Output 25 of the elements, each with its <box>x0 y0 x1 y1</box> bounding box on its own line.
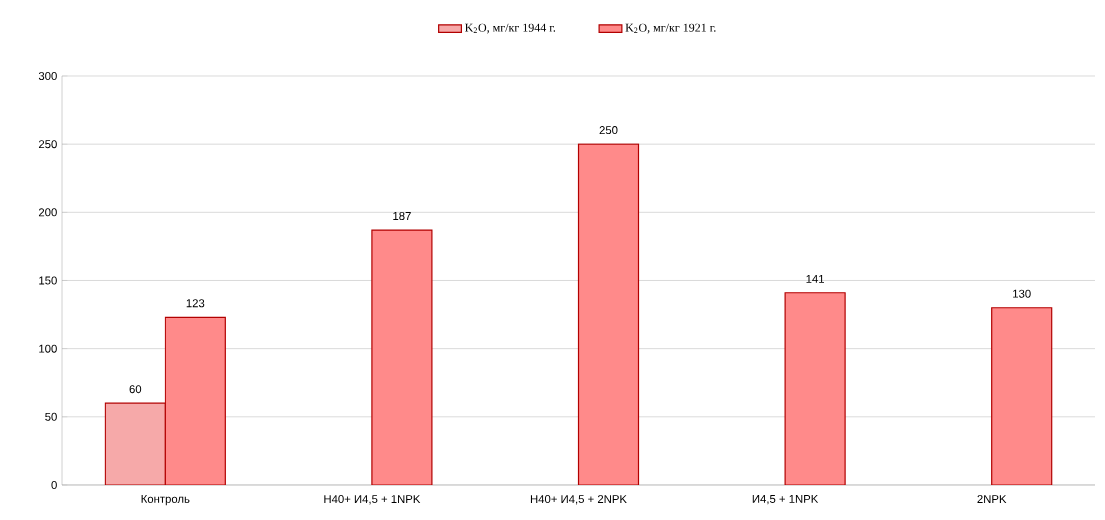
data-label: 123 <box>186 299 205 308</box>
data-label: 141 <box>806 274 824 283</box>
bar <box>577 143 640 485</box>
x-tick-label: 2NPK <box>977 495 1007 503</box>
data-label: 250 <box>599 126 618 135</box>
x-tick-label: Н40+ И4,5 + 2NPK <box>530 495 627 505</box>
data-label: 187 <box>393 211 411 220</box>
y-tick-label: 300 <box>38 71 57 80</box>
y-tick-label: 250 <box>38 140 57 149</box>
bar <box>784 292 846 485</box>
x-tick-label: И4,5 + 1NPK <box>752 495 819 505</box>
x-tick-label: Контроль <box>141 495 190 506</box>
y-tick-label: 50 <box>45 412 57 421</box>
x-tick-label: Н40+ И4,5 + 1NPK <box>324 495 421 505</box>
data-label: 130 <box>1013 289 1031 298</box>
y-tick-label: 100 <box>39 344 57 353</box>
data-label: 60 <box>129 385 142 394</box>
y-tick-label: 200 <box>38 208 57 217</box>
bar <box>371 229 433 485</box>
y-tick-label: 150 <box>39 276 57 285</box>
y-tick-label: 0 <box>51 480 57 489</box>
legend-label: K$_{2}$O, мг/кг 1944 г. <box>465 23 556 34</box>
bar <box>991 307 1053 485</box>
bar <box>164 316 226 485</box>
legend-label: K$_{2}$O, мг/кг 1921 г. <box>625 23 716 34</box>
